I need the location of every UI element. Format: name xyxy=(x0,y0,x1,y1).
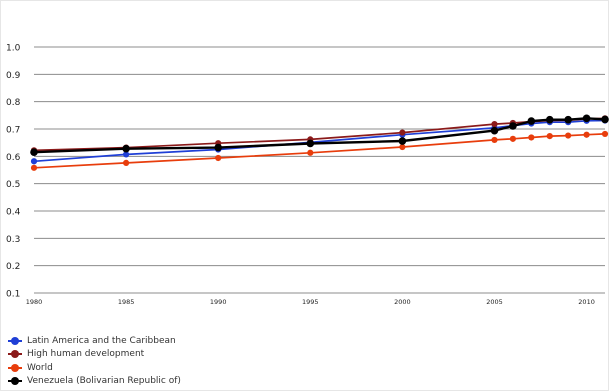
y-tick-label: 0.7 xyxy=(6,126,20,136)
y-tick-label: 0.6 xyxy=(6,153,21,163)
data-point[interactable] xyxy=(509,135,517,142)
data-point[interactable] xyxy=(215,154,222,162)
y-tick-label: 0.2 xyxy=(6,262,20,272)
data-point[interactable] xyxy=(527,117,536,125)
y-tick-label: 0.3 xyxy=(6,235,20,245)
legend-swatch xyxy=(8,336,22,346)
data-point[interactable] xyxy=(214,143,222,152)
data-point[interactable] xyxy=(601,115,609,124)
x-tick-label: 2010 xyxy=(578,298,595,306)
legend-label: World xyxy=(27,362,53,373)
legend-item[interactable]: Venezuela (Bolivarian Republic of) xyxy=(8,375,181,389)
legend-swatch xyxy=(8,349,22,359)
legend: Latin America and the Caribbean High huma… xyxy=(8,334,181,388)
legend-swatch xyxy=(8,376,22,386)
data-point[interactable] xyxy=(545,115,554,124)
data-point[interactable] xyxy=(528,134,535,141)
data-point[interactable] xyxy=(307,149,314,156)
legend-label: High human development xyxy=(27,349,145,360)
gridlines xyxy=(34,46,605,294)
x-tick-label: 1980 xyxy=(26,298,43,306)
series-line xyxy=(33,119,606,163)
data-point[interactable] xyxy=(398,137,407,145)
legend-item[interactable]: World xyxy=(8,361,181,375)
data-point[interactable] xyxy=(30,148,38,157)
series-line xyxy=(33,133,606,169)
data-point[interactable] xyxy=(546,133,553,140)
data-point[interactable] xyxy=(491,136,498,144)
data-point[interactable] xyxy=(490,126,499,135)
x-tick-label: 1985 xyxy=(118,298,135,306)
data-point[interactable] xyxy=(583,131,590,138)
x-tick-label: 2005 xyxy=(486,298,503,306)
series-group xyxy=(30,114,609,157)
series-group xyxy=(30,115,609,154)
legend-swatch xyxy=(8,363,22,373)
series-group xyxy=(30,130,609,171)
x-tick-label: 1995 xyxy=(302,298,319,306)
data-point[interactable] xyxy=(601,130,609,138)
data-point[interactable] xyxy=(306,139,315,148)
data-point[interactable] xyxy=(564,115,572,124)
legend-item[interactable]: High human development xyxy=(8,348,181,362)
data-point[interactable] xyxy=(399,129,406,136)
plot-area xyxy=(30,114,609,171)
legend-item[interactable]: Latin America and the Caribbean xyxy=(8,334,181,348)
y-tick-label: 0.4 xyxy=(6,208,21,218)
legend-label: Latin America and the Caribbean xyxy=(27,335,176,346)
y-tick-label: 0.8 xyxy=(6,98,21,108)
data-point[interactable] xyxy=(30,158,38,165)
data-point[interactable] xyxy=(582,114,591,123)
data-point[interactable] xyxy=(565,132,572,139)
data-point[interactable] xyxy=(122,159,130,166)
legend-marker xyxy=(11,363,19,372)
x-tick-label: 2000 xyxy=(394,298,411,306)
y-axis-tick-labels: 0.1 0.2 0.3 0.4 0.5 0.6 0.7 0.8 0.9 1.0 xyxy=(6,44,21,300)
y-tick-label: 0.1 xyxy=(6,290,20,300)
data-point[interactable] xyxy=(122,144,130,153)
data-point[interactable] xyxy=(509,122,517,130)
legend-label: Venezuela (Bolivarian Republic of) xyxy=(27,376,181,387)
legend-marker xyxy=(11,336,19,345)
legend-marker xyxy=(11,350,19,359)
data-point[interactable] xyxy=(399,143,406,151)
data-point[interactable] xyxy=(491,120,498,128)
legend-marker xyxy=(11,377,19,386)
data-point[interactable] xyxy=(122,151,130,158)
y-tick-label: 0.9 xyxy=(6,71,21,81)
y-tick-label: 1.0 xyxy=(6,44,21,54)
data-point[interactable] xyxy=(30,164,38,171)
x-axis-tick-labels: 1980 1985 1990 1995 2000 2005 2010 xyxy=(26,298,595,306)
y-tick-label: 0.5 xyxy=(6,180,20,190)
x-tick-label: 1990 xyxy=(210,298,227,306)
